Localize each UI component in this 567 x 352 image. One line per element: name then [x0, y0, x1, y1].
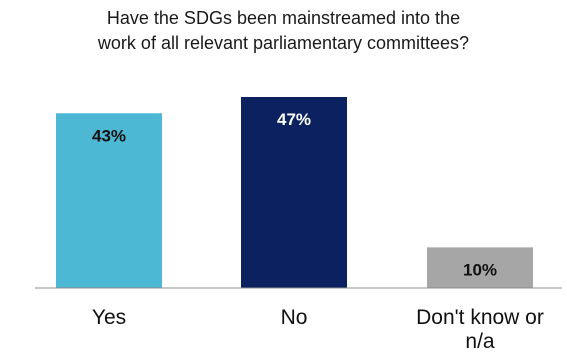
value-label-1: 47%	[277, 110, 311, 129]
bars-group	[56, 97, 533, 289]
category-label-2-line-0: Don't know or	[416, 306, 544, 329]
bar-0	[56, 113, 162, 289]
bar-1	[241, 97, 347, 288]
bar-2	[427, 247, 533, 288]
category-label-2-line-1: n/a	[465, 330, 495, 352]
category-labels-group: Yes No Don't know orn/a	[92, 306, 544, 352]
category-label-0: Yes	[92, 306, 126, 329]
chart-title-line-1: Have the SDGs been mainstreamed into the	[106, 8, 461, 28]
value-labels-group: 43% 47% 10%	[92, 110, 497, 279]
value-label-0: 43%	[92, 126, 126, 145]
chart-title: Have the SDGs been mainstreamed into the…	[0, 6, 567, 56]
category-label-1: No	[281, 306, 308, 329]
value-label-2: 10%	[463, 260, 497, 279]
chart-title-line-2: work of all relevant parliamentary commi…	[97, 33, 470, 53]
